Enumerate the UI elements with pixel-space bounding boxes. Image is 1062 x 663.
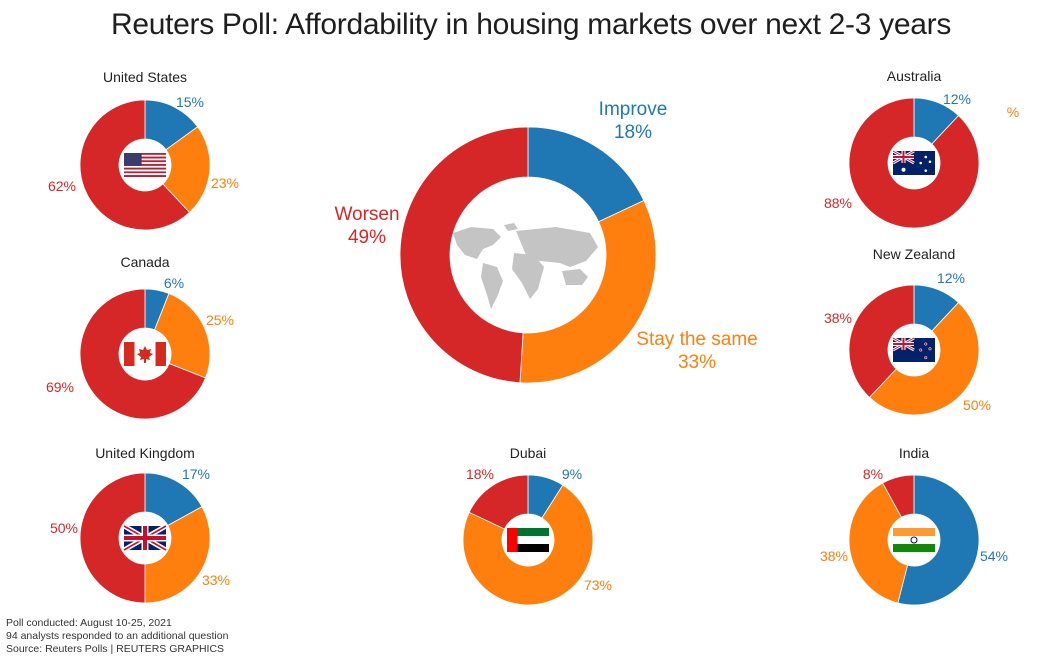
- donut-us: United States 15% 23% 62%: [48, 69, 239, 231]
- slice-india-improve: [897, 474, 980, 606]
- label-us-improve: 15%: [176, 94, 204, 110]
- label-australia-worsen: 88%: [824, 195, 852, 211]
- slice-australia-worsen: [848, 97, 980, 229]
- canada-flag-icon: [124, 342, 166, 366]
- donut-uk-title: United Kingdom: [95, 445, 195, 461]
- donut-uk: United Kingdom 17% 33% 50%: [50, 445, 230, 604]
- donut-india: India 54% 38% 8%: [820, 445, 1008, 606]
- slice-nz-worsen: [848, 284, 915, 398]
- slice-dubai-same: [462, 484, 594, 606]
- slice-us-same: [162, 126, 211, 213]
- donut-india-title: India: [899, 445, 930, 461]
- label-us-same: 23%: [211, 175, 239, 191]
- label-global-worsen-name: Worsen: [334, 204, 399, 225]
- label-india-improve: 54%: [980, 548, 1008, 564]
- label-uk-same: 33%: [202, 572, 230, 588]
- slice-canada-worsen: [79, 288, 206, 420]
- slice-india-same: [848, 482, 909, 604]
- label-global-worsen-value: 49%: [348, 227, 386, 248]
- donut-dubai-title: Dubai: [510, 445, 547, 461]
- label-dubai-improve: 9%: [562, 466, 582, 482]
- slice-canada-same: [154, 293, 211, 379]
- footer-notes: Poll conducted: August 10-25, 2021 94 an…: [6, 617, 228, 656]
- world-map-icon: [453, 223, 598, 309]
- uae-flag-icon: [507, 528, 549, 552]
- label-dubai-same: 73%: [584, 577, 612, 593]
- slice-global-same: [519, 199, 657, 384]
- label-us-worsen: 62%: [48, 178, 76, 194]
- label-canada-same: 25%: [206, 312, 234, 328]
- footer-poll-date: Poll conducted: August 10-25, 2021: [6, 617, 172, 629]
- slice-global-worsen: [399, 126, 529, 384]
- label-nz-worsen: 38%: [824, 310, 852, 326]
- donut-australia-title: Australia: [887, 68, 942, 84]
- donut-canada: Canada 6% 25% 69%: [46, 254, 234, 420]
- label-uk-improve: 17%: [182, 466, 210, 482]
- label-uk-worsen: 50%: [50, 520, 78, 536]
- footer-source: Source: Reuters Polls | REUTERS GRAPHICS: [6, 643, 225, 655]
- uk-flag-icon: [122, 523, 168, 553]
- label-india-same: 38%: [820, 548, 848, 564]
- slice-dubai-worsen: [468, 474, 529, 530]
- label-global-same-value: 33%: [678, 352, 716, 373]
- chart-title: Reuters Poll: Affordability in housing m…: [110, 8, 952, 41]
- donut-canada-title: Canada: [120, 254, 169, 270]
- new-zealand-flag-icon: [892, 336, 935, 362]
- label-canada-improve: 6%: [164, 275, 184, 291]
- label-australia-improve: 12%: [943, 91, 971, 107]
- us-flag-icon: [124, 153, 166, 177]
- donut-us-title: United States: [103, 69, 187, 85]
- donut-dubai: Dubai 9% 73% 18%: [462, 445, 612, 606]
- label-global-improve-name: Improve: [599, 99, 668, 120]
- slice-us-worsen: [79, 99, 191, 231]
- australia-flag-icon: [892, 149, 935, 175]
- slice-uk-worsen: [79, 472, 146, 604]
- label-india-worsen: 8%: [863, 466, 883, 482]
- donut-nz-title: New Zealand: [873, 246, 956, 262]
- label-nz-improve: 12%: [937, 270, 965, 286]
- label-dubai-worsen: 18%: [466, 466, 494, 482]
- donut-nz: New Zealand 12% 50% 38%: [824, 246, 991, 416]
- label-global-improve-value: 18%: [614, 122, 652, 143]
- slice-nz-same: [868, 302, 980, 416]
- label-australia-same: %: [1007, 104, 1019, 120]
- india-flag-icon: [893, 528, 935, 552]
- footer-respondents: 94 analysts responded to an additional q…: [6, 630, 229, 642]
- slice-uk-same: [144, 506, 211, 604]
- label-nz-same: 50%: [963, 397, 991, 413]
- label-canada-worsen: 69%: [46, 379, 74, 395]
- slice-india-worsen: [882, 474, 915, 518]
- label-global-same-name: Stay the same: [636, 329, 757, 350]
